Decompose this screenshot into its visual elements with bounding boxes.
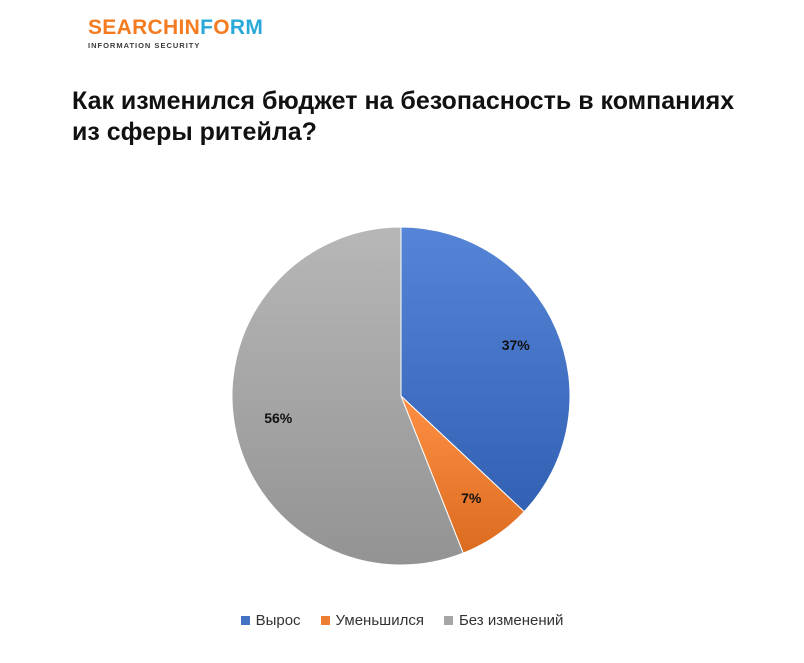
legend-item-1: Уменьшился	[320, 612, 424, 629]
logo-part-f: F	[200, 16, 214, 39]
legend-item-2: Без изменений	[443, 612, 564, 629]
chart-title: Как изменился бюджет на безопасность в к…	[72, 86, 752, 148]
data-label-2: 56%	[264, 410, 293, 426]
chart-legend: Вырос Уменьшился Без изменений	[0, 612, 804, 629]
legend-item-0: Вырос	[240, 612, 301, 629]
pie-slice-2	[231, 226, 464, 566]
logo-subtitle: INFORMATION SECURITY	[88, 41, 201, 50]
legend-swatch-1	[320, 616, 330, 625]
logo-part-o: O	[213, 16, 230, 39]
logo-part-searchin: SEARCHIN	[88, 16, 201, 39]
legend-label-0: Вырос	[255, 612, 301, 629]
data-label-1: 7%	[461, 490, 482, 506]
chart-title-line-1: Как изменился бюджет на безопасность в к…	[72, 87, 735, 115]
legend-swatch-0	[240, 616, 250, 625]
data-label-0: 37%	[502, 337, 531, 353]
legend-label-2: Без изменений	[458, 612, 564, 629]
pie-slice-0	[400, 226, 571, 513]
logo-part-rm: RM	[229, 16, 264, 39]
legend-swatch-2	[443, 616, 453, 625]
legend-label-1: Уменьшился	[335, 612, 424, 629]
searchinform-logo: SEARCHINFORM INFORMATION SECURITY	[88, 16, 263, 50]
logo-wordmark: SEARCHINFORM	[88, 16, 263, 40]
chart-title-line-2: из сферы ритейла?	[72, 118, 317, 146]
